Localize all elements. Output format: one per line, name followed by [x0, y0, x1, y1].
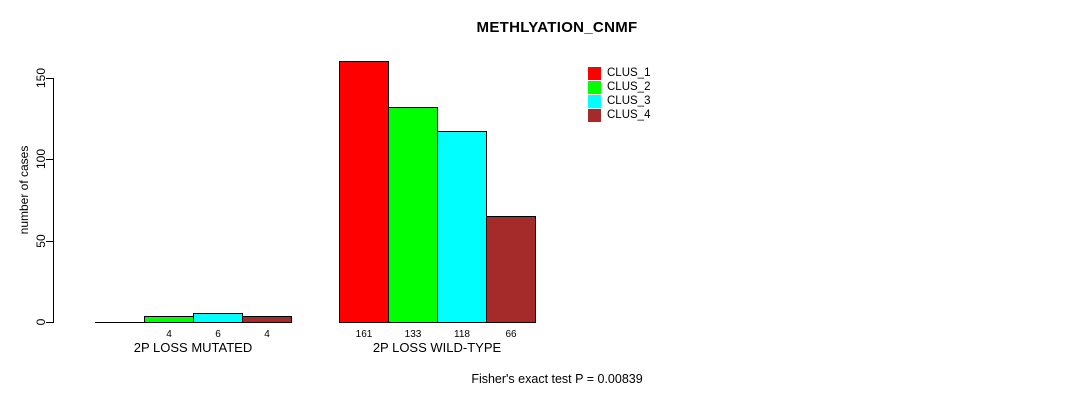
bar-value-label: 161 — [355, 329, 373, 340]
bar-clus_4 — [242, 316, 292, 323]
bar-value-label: 4 — [166, 329, 172, 340]
legend-label: CLUS_4 — [607, 108, 651, 121]
bar-value-label: 66 — [505, 329, 517, 340]
x-group-label: 2P LOSS MUTATED — [133, 340, 253, 355]
y-axis-line — [53, 78, 54, 323]
chart-title: METHLYATION_CNMF — [476, 19, 638, 36]
legend-row: CLUS_4 — [588, 108, 650, 122]
bar-value-label: 118 — [454, 329, 470, 340]
bar-clus_2 — [388, 107, 438, 323]
y-tick-mark — [46, 78, 53, 79]
y-tick-mark — [46, 159, 53, 160]
bar-value-label: 6 — [215, 329, 221, 340]
y-tick-label: 100 — [34, 148, 48, 170]
legend-swatch-clus_4 — [588, 108, 601, 122]
legend-row: CLUS_1 — [588, 66, 650, 80]
bar-value-label: 4 — [264, 329, 270, 340]
legend: CLUS_1 CLUS_2 CLUS_3 CLUS_4 — [588, 66, 650, 122]
bar-clus_3 — [193, 313, 243, 323]
fisher-test-annotation: Fisher's exact test P = 0.00839 — [471, 372, 643, 386]
y-tick-mark — [46, 322, 53, 323]
legend-row: CLUS_2 — [588, 80, 650, 94]
y-tick-label: 50 — [34, 234, 48, 248]
legend-label: CLUS_1 — [607, 66, 651, 79]
legend-label: CLUS_3 — [607, 94, 651, 107]
bar-clus_1 — [339, 61, 389, 323]
legend-swatch-clus_2 — [588, 80, 601, 94]
y-axis-label: number of cases — [17, 145, 31, 235]
bar-clus_3 — [437, 131, 487, 323]
bar-clus_2 — [144, 316, 194, 323]
x-group-label: 2P LOSS WILD-TYPE — [372, 340, 502, 355]
legend-row: CLUS_3 — [588, 94, 650, 108]
y-tick-label: 0 — [34, 318, 48, 326]
y-tick-label: 150 — [34, 67, 48, 89]
legend-swatch-clus_1 — [588, 66, 601, 80]
bar-value-label: 133 — [404, 329, 422, 340]
bar-clus_1-zero — [95, 322, 145, 323]
legend-swatch-clus_3 — [588, 94, 601, 108]
bar-clus_4 — [486, 216, 536, 323]
legend-label: CLUS_2 — [607, 80, 651, 93]
y-tick-mark — [46, 241, 53, 242]
